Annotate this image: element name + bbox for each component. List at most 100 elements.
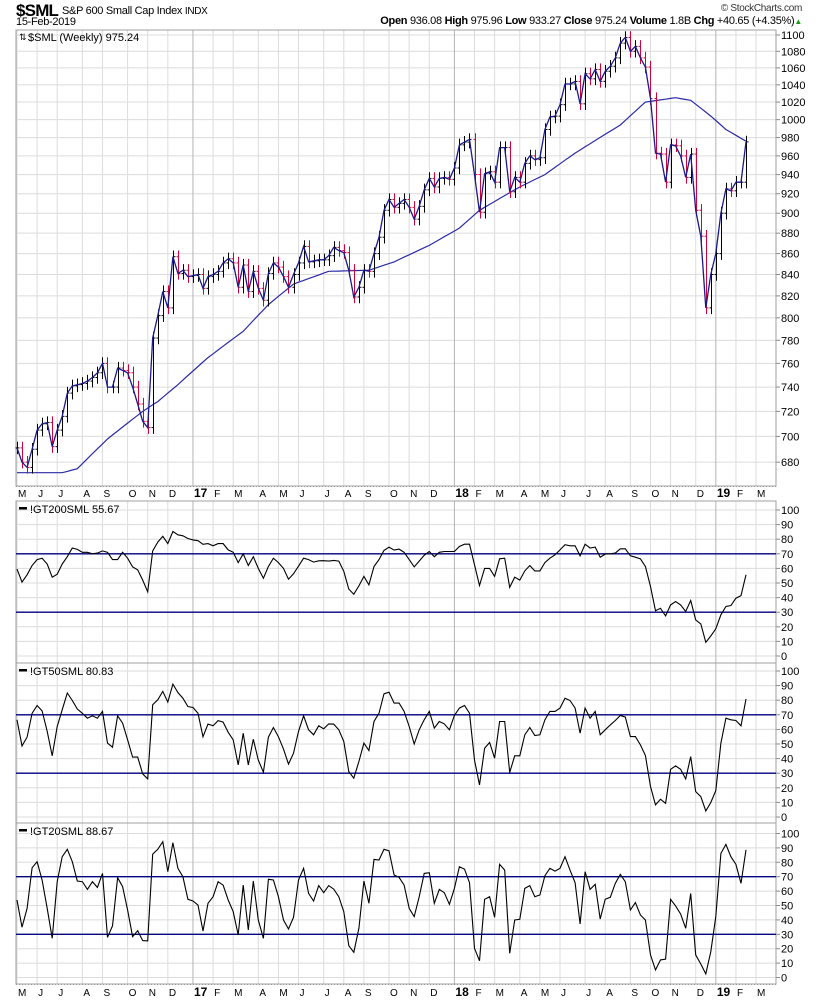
y-tick-label: 900 xyxy=(781,208,799,220)
x-tick-label: A xyxy=(259,988,266,999)
x-tick-label: O xyxy=(129,489,137,500)
ohlc-bar xyxy=(513,171,518,199)
y-tick-label: 30 xyxy=(781,768,793,780)
y-tick-label: 780 xyxy=(781,335,799,347)
gt20-panel: 0 10 20 30 40 50 60 70 80 90 100 !GT20SML 88.67 xyxy=(15,822,799,985)
ohlc-bar xyxy=(176,250,181,280)
ohlc-bar xyxy=(337,241,342,257)
quote-summary: Open 936.08 High 975.96 Low 933.27 Close… xyxy=(380,15,802,27)
y-tick-label: 10 xyxy=(781,797,793,809)
moving-average-line xyxy=(17,97,747,474)
x-tick-label: D xyxy=(430,988,437,999)
x-tick-label: M xyxy=(234,988,242,999)
y-tick-label: 800 xyxy=(781,313,799,325)
x-tick-label: 19 xyxy=(717,486,731,500)
ohlc-bar xyxy=(302,240,307,270)
ohlc-bar xyxy=(427,172,432,197)
y-tick-label: 1040 xyxy=(781,80,805,92)
y-tick-label: 740 xyxy=(781,382,799,394)
y-tick-label: 100 xyxy=(781,829,799,841)
x-tick-label: M xyxy=(757,988,765,999)
ohlc-bar xyxy=(699,204,704,243)
x-tick-label: J xyxy=(325,988,330,999)
ohlc-bar xyxy=(473,133,478,181)
up-triangle-icon: ▲ xyxy=(794,17,802,26)
high-label: High xyxy=(444,15,469,27)
volume-label: Volume xyxy=(629,15,667,27)
x-tick-label: 18 xyxy=(455,985,469,999)
x-tick-label: 18 xyxy=(455,486,469,500)
x-tick-label: D xyxy=(169,988,176,999)
ohlc-bar xyxy=(548,110,553,136)
x-tick-label: M xyxy=(234,489,242,500)
x-tick-label: S xyxy=(631,988,638,999)
y-tick-label: 1080 xyxy=(781,46,805,58)
y-tick-label: 10 xyxy=(781,636,793,648)
x-tick-label: F xyxy=(476,489,482,500)
y-tick-label: 70 xyxy=(781,549,793,561)
y-tick-label: 80 xyxy=(781,857,793,869)
change-value: +40.65 (+4.35%) xyxy=(716,15,795,27)
low-label: Low xyxy=(505,15,527,27)
ohlc-bar xyxy=(397,197,402,214)
ohlc-bar xyxy=(603,65,608,88)
high-value: 975.96 xyxy=(470,15,503,27)
x-tick-label: M xyxy=(541,489,549,500)
symbol-title: $SML xyxy=(16,1,59,20)
y-tick-label: 90 xyxy=(781,843,793,855)
copyright-link[interactable]: © StockCharts.com xyxy=(720,3,802,14)
ohlc-bar xyxy=(744,135,749,189)
x-tick-label: J xyxy=(300,489,305,500)
index-name: S&P 600 Small Cap Index INDX xyxy=(62,5,208,17)
ohlc-bar xyxy=(246,258,251,298)
gt200-panel: 0 10 20 30 40 50 60 70 80 90 100 !GT200SML 55.67 xyxy=(15,500,799,664)
x-tick-label: J xyxy=(38,988,43,999)
open-label: Open xyxy=(380,15,408,27)
x-tick-label: A xyxy=(606,489,613,500)
ohlc-bar xyxy=(362,264,367,294)
y-tick-label: 70 xyxy=(781,710,793,722)
ohlc-bar xyxy=(563,77,568,111)
ohlc-bar xyxy=(116,361,121,394)
legend-swatch xyxy=(19,829,27,832)
y-tick-label: 60 xyxy=(781,724,793,736)
y-tick-label: 1020 xyxy=(781,97,805,109)
ohlc-bar xyxy=(392,193,397,214)
y-tick-label: 880 xyxy=(781,228,799,240)
quote-date: 15-Feb-2019 xyxy=(16,16,76,28)
y-tick-label: 20 xyxy=(781,622,793,634)
ohlc-bar xyxy=(719,207,724,260)
x-tick-label: M xyxy=(757,489,765,500)
x-tick-label: N xyxy=(672,988,679,999)
x-tick-label: S xyxy=(103,489,110,500)
legend-swatch xyxy=(19,507,27,510)
volume-value: 1.8B xyxy=(669,15,691,27)
close-value: 975.24 xyxy=(594,15,627,27)
indicator-line xyxy=(16,530,747,644)
index-full-name: S&P 600 Small Cap Index xyxy=(62,5,183,17)
open-value: 936.08 xyxy=(409,15,442,27)
x-tick-label: S xyxy=(631,489,638,500)
x-tick-label: M xyxy=(496,988,504,999)
panel-border xyxy=(15,500,777,664)
y-tick-label: 90 xyxy=(781,520,793,532)
ohlc-bar xyxy=(578,75,583,111)
x-tick-label: J xyxy=(586,988,591,999)
y-tick-label: 0 xyxy=(781,973,787,985)
ohlc-bar xyxy=(724,182,729,220)
y-tick-label: 50 xyxy=(781,739,793,751)
close-label: Close xyxy=(563,15,593,27)
x-tick-label: 19 xyxy=(717,985,731,999)
ohlc-bar xyxy=(201,268,206,295)
x-tick-label: F xyxy=(737,988,743,999)
x-tick-label: A xyxy=(345,489,352,500)
y-tick-label: 60 xyxy=(781,886,793,898)
y-tick-label: 0 xyxy=(781,651,787,663)
y-tick-label: 920 xyxy=(781,189,799,201)
y-tick-label: 20 xyxy=(781,783,793,795)
y-tick-label: 100 xyxy=(781,666,799,678)
panel-border xyxy=(15,822,777,985)
y-tick-label: 80 xyxy=(781,695,793,707)
ohlc-bar xyxy=(327,249,332,267)
